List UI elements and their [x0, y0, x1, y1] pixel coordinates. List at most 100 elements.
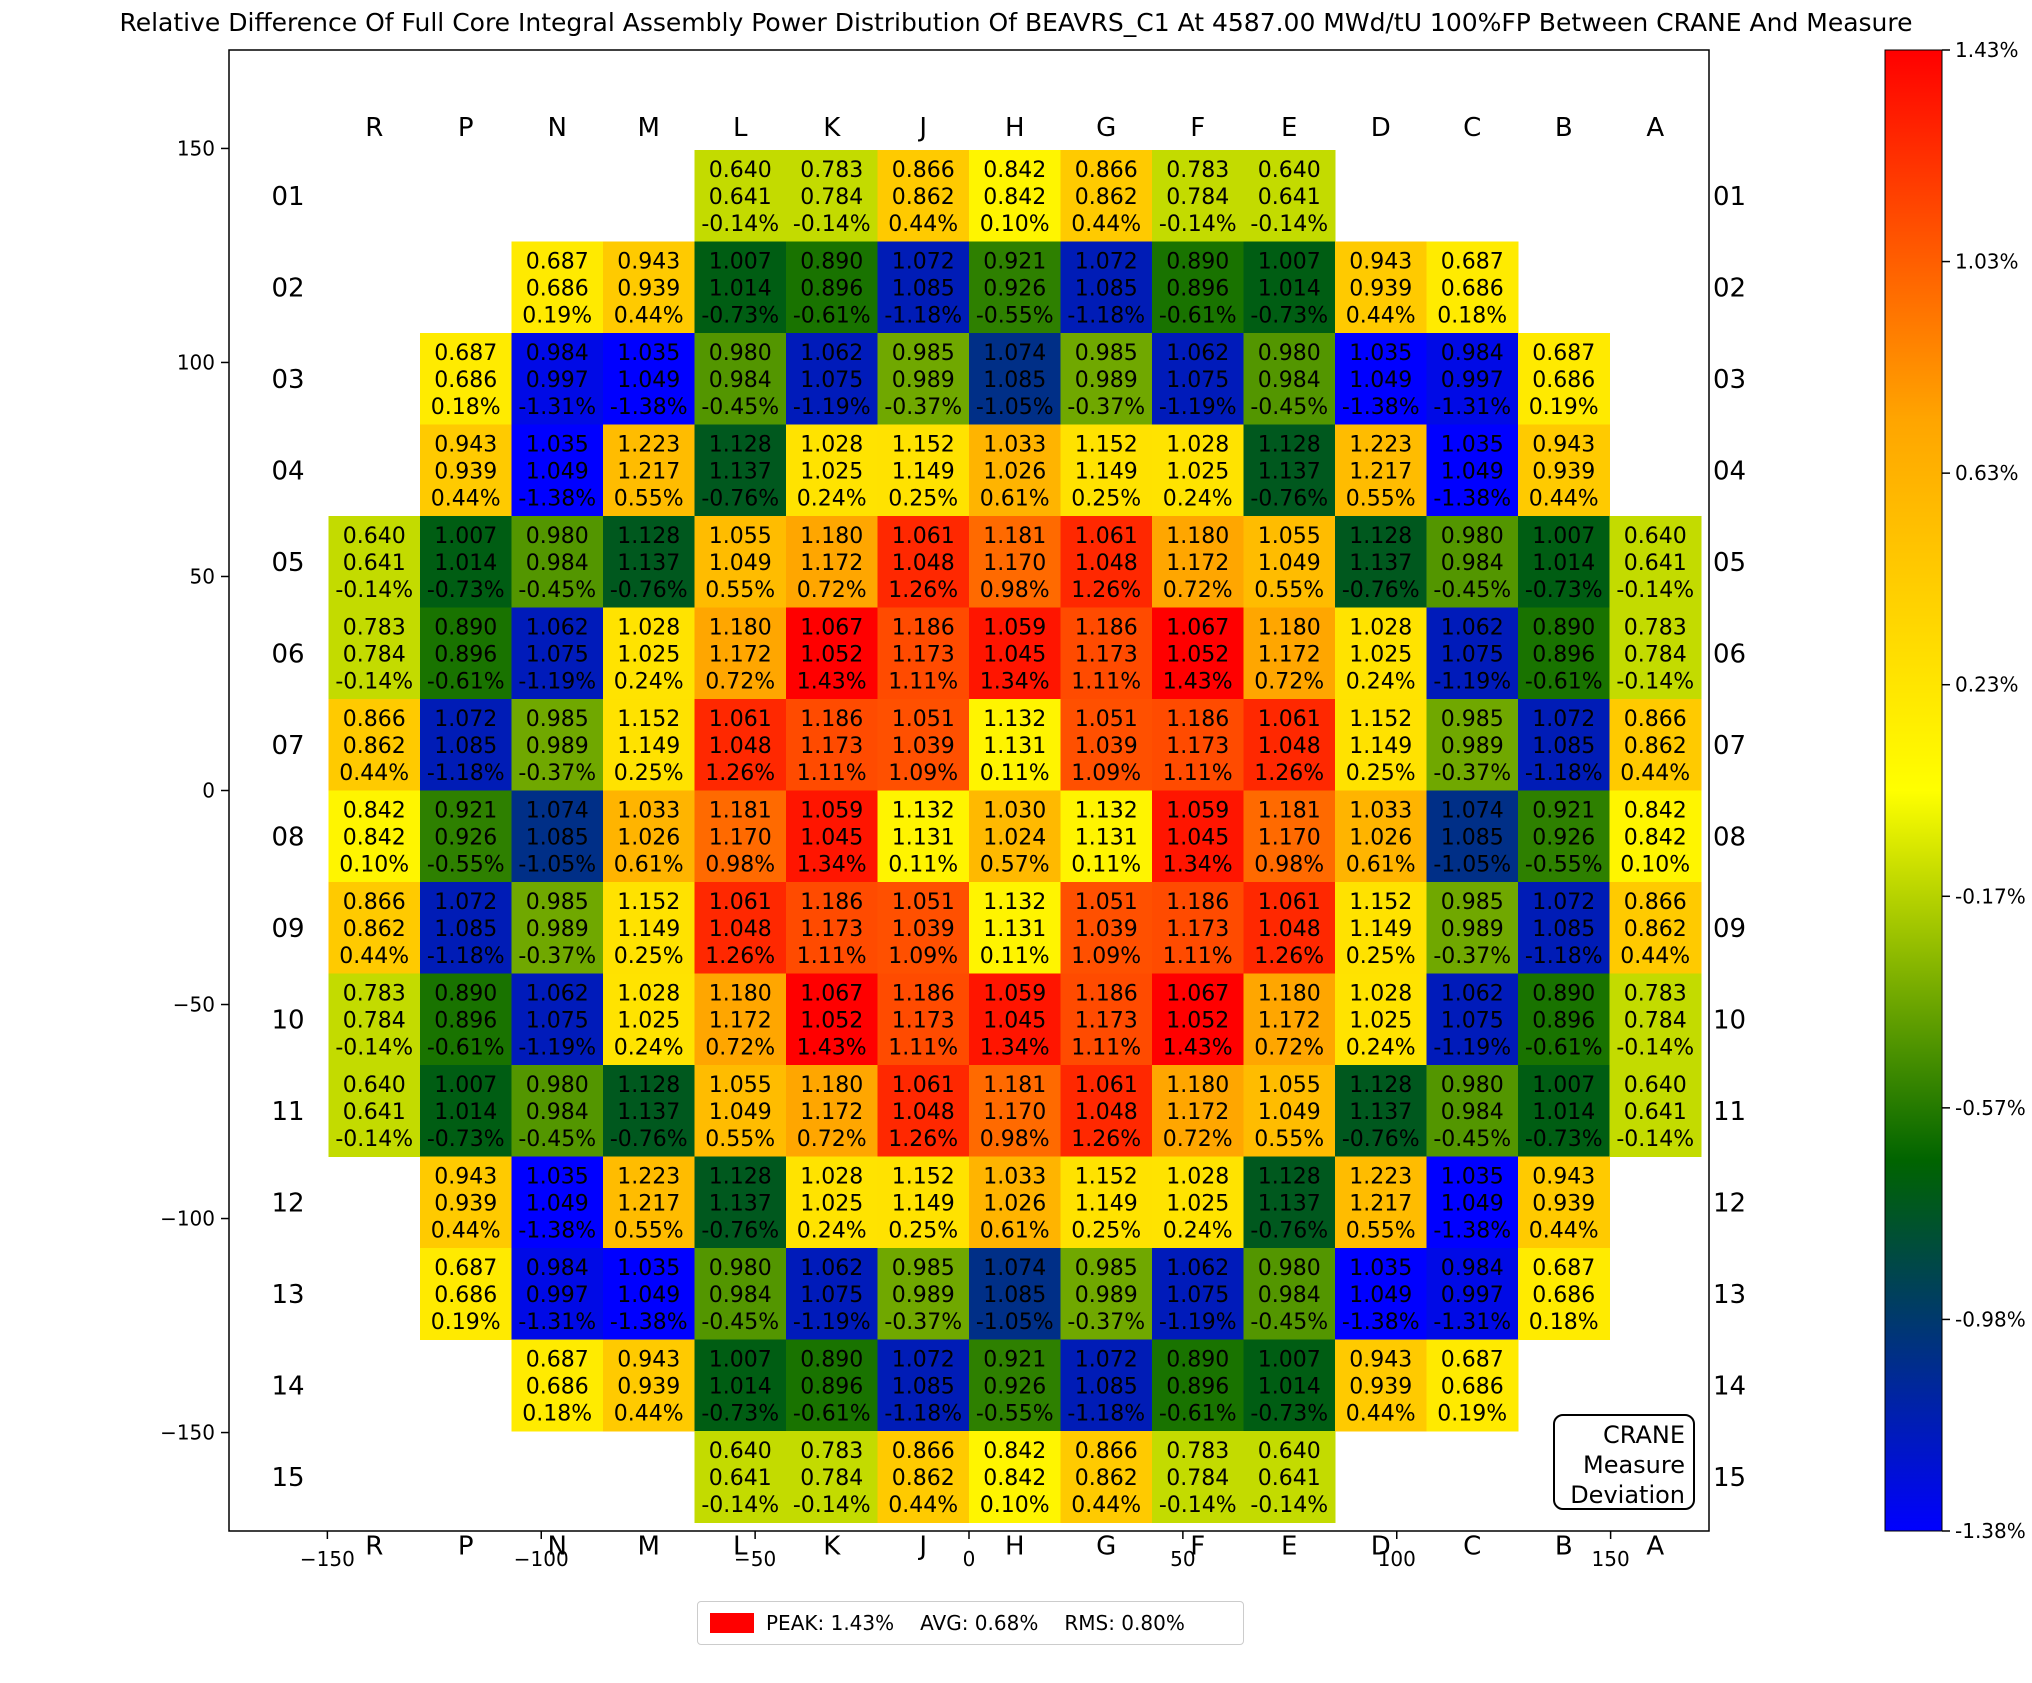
- cell-measure-label: 0.939: [434, 1192, 497, 1217]
- cell-measure-label: 1.217: [1349, 1192, 1412, 1217]
- cell-deviation-label: 0.61%: [980, 1219, 1050, 1244]
- cell-measure-label: 1.131: [983, 734, 1046, 759]
- cell-crane-label: 0.890: [1166, 250, 1229, 275]
- column-label-top: P: [458, 113, 474, 143]
- cell-crane-label: 1.061: [892, 1073, 955, 1098]
- cell-measure-label: 0.641: [1258, 1466, 1321, 1491]
- cell-measure-label: 1.045: [983, 1009, 1046, 1034]
- cell-rect: [1152, 790, 1244, 883]
- cell-crane-label: 1.059: [800, 799, 863, 824]
- cell-crane-label: 0.943: [617, 250, 680, 275]
- cell-deviation-label: 1.09%: [888, 944, 958, 969]
- cell-deviation-label: 0.44%: [888, 212, 958, 237]
- cell-crane-label: 0.783: [800, 1439, 863, 1464]
- cell-rect: [969, 790, 1061, 883]
- cell-measure-label: 1.014: [709, 1375, 772, 1400]
- cell-measure-label: 1.149: [892, 1192, 955, 1217]
- cell-rect: [511, 973, 604, 1066]
- cell-crane-label: 1.132: [1075, 799, 1138, 824]
- cell-deviation-label: -1.19%: [518, 670, 596, 695]
- cell-deviation-label: 0.55%: [1346, 1219, 1416, 1244]
- column-label-top: D: [1371, 113, 1391, 143]
- x-tick-label: 0: [963, 1547, 976, 1571]
- cell-rect: [1335, 607, 1427, 700]
- cell-crane-label: 1.074: [983, 1256, 1046, 1281]
- cell-measure-label: 0.862: [1624, 917, 1687, 942]
- cell-crane-label: 1.035: [617, 1256, 680, 1281]
- cell-crane-label: 0.640: [1624, 524, 1687, 549]
- cell-deviation-label: 0.11%: [1071, 853, 1141, 878]
- cell-deviation-label: 0.24%: [1346, 1036, 1416, 1061]
- cell-rect: [328, 882, 421, 974]
- cell-crane-label: 1.132: [983, 890, 1046, 915]
- cell-measure-label: 1.137: [709, 1192, 772, 1217]
- cell-crane-label: 1.152: [892, 433, 955, 458]
- cell-measure-label: 0.641: [709, 185, 772, 210]
- legend-peak: PEAK: 1.43%: [766, 1611, 895, 1635]
- cell-deviation-label: -0.73%: [1250, 304, 1328, 329]
- cell-deviation-label: 0.44%: [339, 761, 409, 786]
- cell-rect: [1243, 973, 1336, 1066]
- cell-rect: [1335, 790, 1427, 883]
- cell-measure-label: 1.048: [892, 551, 955, 576]
- cell-rect: [511, 607, 604, 700]
- cell-deviation-label: 0.98%: [980, 1127, 1050, 1152]
- cell-rect: [1152, 699, 1244, 791]
- cell-deviation-label: 0.24%: [1346, 670, 1416, 695]
- cell-measure-label: 1.149: [617, 917, 680, 942]
- cell-measure-label: 0.997: [1441, 1283, 1504, 1308]
- row-label-left: 08: [272, 822, 305, 852]
- cell-crane-label: 1.128: [617, 524, 680, 549]
- cell-measure-label: 1.131: [1075, 826, 1138, 851]
- cell-measure-label: 0.686: [526, 277, 589, 302]
- cell-rect: [1518, 699, 1610, 791]
- cell-rect: [1426, 882, 1519, 974]
- cell-measure-label: 1.131: [983, 917, 1046, 942]
- cell-deviation-label: 1.09%: [1071, 944, 1141, 969]
- cell-crane-label: 1.180: [709, 982, 772, 1007]
- cell-deviation-label: -0.55%: [976, 304, 1054, 329]
- cell-deviation-label: -1.38%: [610, 395, 688, 420]
- cell-crane-label: 0.980: [1258, 341, 1321, 366]
- cell-measure-label: 0.896: [434, 1009, 497, 1034]
- cell-deviation-label: 0.25%: [1346, 761, 1416, 786]
- cell-deviation-label: -0.37%: [1067, 395, 1145, 420]
- cell-measure-label: 1.025: [1349, 643, 1412, 668]
- cell-rect: [1060, 1339, 1153, 1432]
- cell-crane-label: 0.842: [983, 1439, 1046, 1464]
- cell-deviation-label: -1.18%: [1067, 1402, 1145, 1427]
- legend-swatch: [710, 1613, 754, 1633]
- legend-rms: RMS: 0.80%: [1064, 1611, 1185, 1635]
- cell-crane-label: 1.152: [892, 1165, 955, 1190]
- cell-crane-label: 1.061: [709, 890, 772, 915]
- cell-measure-label: 1.014: [1258, 1375, 1321, 1400]
- cell-rect: [694, 333, 787, 425]
- cell-crane-label: 0.980: [1258, 1256, 1321, 1281]
- cell-rect: [1243, 150, 1336, 242]
- cell-rect: [969, 699, 1061, 791]
- colorbar-tick-label: 1.03%: [1955, 250, 2019, 274]
- grid-labels-layer: R R P P N N M M L L K K J J H H G G F F E E D D C C B B A A 01 01 02 02 03…: [272, 113, 1747, 1562]
- cell-measure-label: 0.989: [1075, 368, 1138, 393]
- cell-deviation-label: 1.26%: [1254, 944, 1324, 969]
- cell-crane-label: 1.072: [434, 890, 497, 915]
- cell-crane-label: 1.180: [1258, 982, 1321, 1007]
- cell-measure-label: 0.926: [1532, 826, 1595, 851]
- cell-rect: [1243, 516, 1336, 608]
